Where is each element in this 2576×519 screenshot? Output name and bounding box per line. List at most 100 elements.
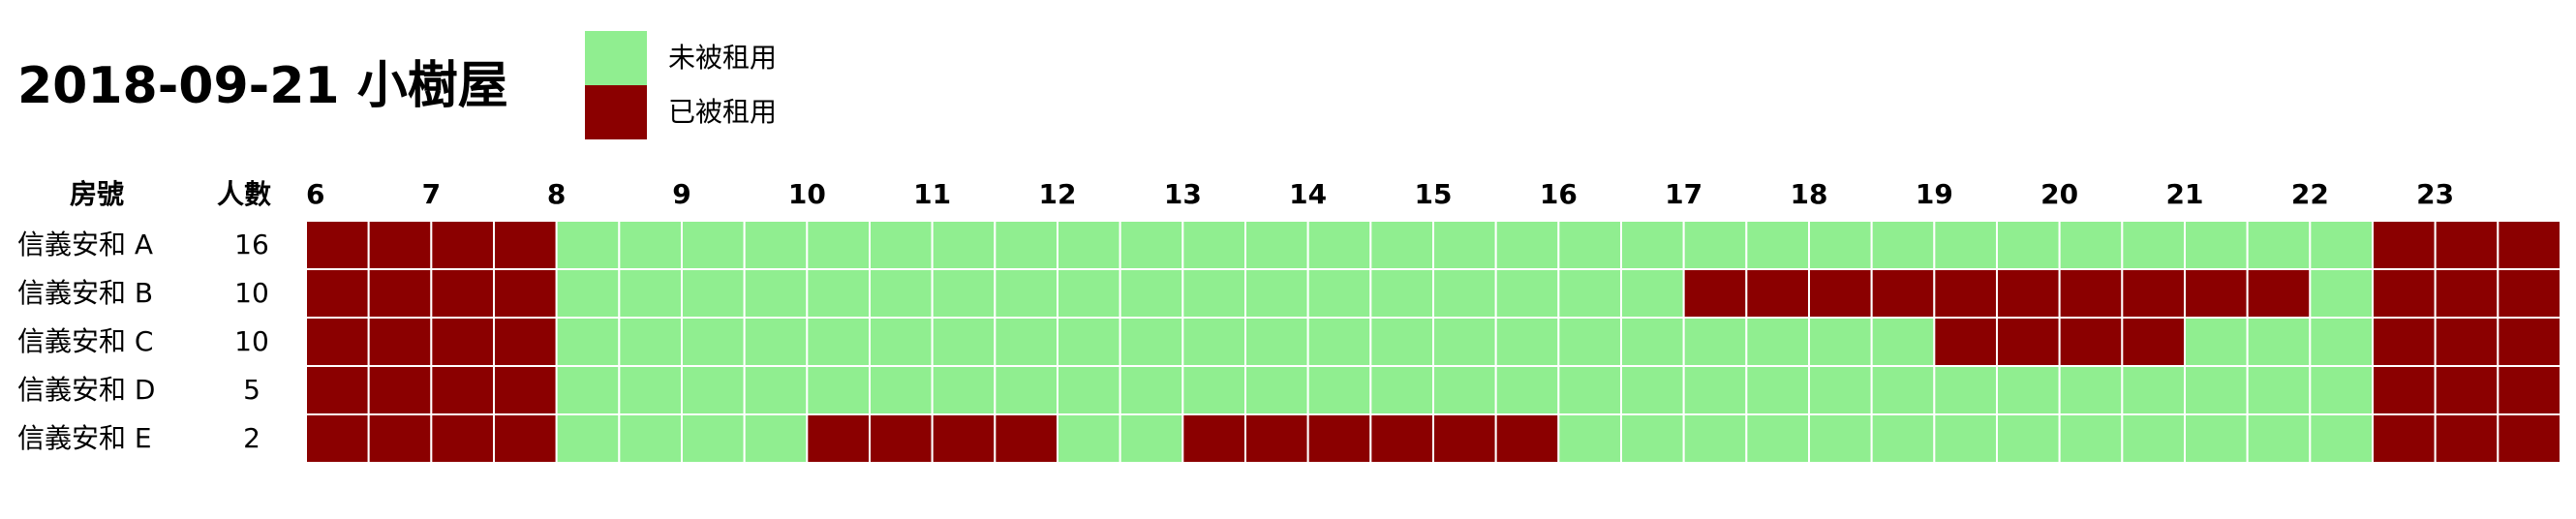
hour-tick-6: 6: [306, 178, 324, 210]
slot-available: [1432, 220, 1497, 270]
slot-available: [1369, 220, 1435, 270]
slot-available: [2309, 317, 2374, 367]
slot-booked: [1933, 268, 1999, 319]
slot-booked: [1933, 317, 1999, 367]
page-title: 2018-09-21 小樹屋: [17, 57, 508, 115]
slot-booked: [2497, 268, 2561, 319]
slot-available: [618, 268, 683, 319]
slot-booked: [2434, 220, 2499, 270]
slot-available: [2184, 365, 2249, 415]
slot-booked: [1682, 268, 1748, 319]
slot-available: [1244, 268, 1309, 319]
slot-booked: [806, 413, 871, 464]
slot-booked: [1996, 268, 2061, 319]
slot-available: [1620, 220, 1685, 270]
slot-booked: [305, 365, 370, 415]
slot-booked: [1745, 268, 1811, 319]
slot-booked: [2497, 365, 2561, 415]
slot-booked: [2434, 413, 2499, 464]
slot-booked: [2372, 365, 2437, 415]
slot-available: [1494, 317, 1560, 367]
slot-available: [869, 220, 934, 270]
slot-available: [1432, 317, 1497, 367]
hour-tick-22: 22: [2291, 178, 2329, 210]
slot-available: [1369, 365, 1435, 415]
slot-available: [1181, 220, 1247, 270]
slot-available: [618, 220, 683, 270]
room-name: 信義安和 B: [17, 277, 153, 309]
slot-booked: [2497, 317, 2561, 367]
room-name: 信義安和 A: [17, 229, 153, 260]
slot-available: [1620, 365, 1685, 415]
slot-available: [1557, 413, 1623, 464]
hour-tick-15: 15: [1415, 178, 1453, 210]
slot-booked: [430, 220, 496, 270]
slot-available: [1933, 413, 1999, 464]
slot-available: [806, 365, 871, 415]
slot-available: [1682, 365, 1748, 415]
slot-booked: [994, 413, 1059, 464]
slot-available: [994, 268, 1059, 319]
slot-booked: [305, 220, 370, 270]
slot-booked: [430, 317, 496, 367]
legend-swatch-available: [585, 31, 647, 85]
slot-available: [743, 413, 809, 464]
slot-available: [743, 317, 809, 367]
slot-booked: [2372, 317, 2437, 367]
slot-available: [1870, 317, 1936, 367]
hour-tick-17: 17: [1665, 178, 1702, 210]
slot-available: [1808, 317, 1873, 367]
slot-available: [2121, 220, 2186, 270]
slot-available: [1306, 220, 1372, 270]
slot-available: [1620, 317, 1685, 367]
slot-booked: [1494, 413, 1560, 464]
slot-available: [555, 220, 621, 270]
room-name: 信義安和 E: [17, 422, 152, 454]
slot-available: [1057, 268, 1121, 319]
slot-booked: [2434, 268, 2499, 319]
slot-available: [1808, 413, 1873, 464]
slot-available: [931, 317, 997, 367]
slot-available: [1933, 365, 1999, 415]
slot-available: [1745, 220, 1811, 270]
slot-available: [2121, 365, 2186, 415]
slot-booked: [305, 268, 370, 319]
slot-booked: [493, 220, 558, 270]
slot-available: [1870, 413, 1936, 464]
slot-booked: [305, 413, 370, 464]
header-room: 房號: [70, 178, 124, 210]
slot-booked: [367, 220, 433, 270]
slot-booked: [1432, 413, 1497, 464]
slot-available: [1808, 365, 1873, 415]
slot-available: [1244, 317, 1309, 367]
slot-available: [1119, 268, 1184, 319]
slot-available: [1494, 268, 1560, 319]
slot-available: [1870, 220, 1936, 270]
slot-available: [1557, 268, 1623, 319]
slot-available: [931, 365, 997, 415]
slot-available: [555, 365, 621, 415]
room-capacity: 10: [234, 277, 269, 309]
slot-booked: [367, 268, 433, 319]
slot-available: [1306, 268, 1372, 319]
slot-booked: [2246, 268, 2312, 319]
slot-booked: [493, 268, 558, 319]
slot-available: [1557, 220, 1623, 270]
slot-available: [1996, 220, 2061, 270]
slot-available: [1244, 220, 1309, 270]
slot-available: [743, 365, 809, 415]
hour-tick-11: 11: [913, 178, 951, 210]
slot-available: [1996, 365, 2061, 415]
slot-available: [555, 413, 621, 464]
slot-booked: [2121, 268, 2186, 319]
slot-available: [1933, 220, 1999, 270]
slot-booked: [2434, 365, 2499, 415]
slot-booked: [1181, 413, 1247, 464]
legend-swatch-booked: [585, 85, 647, 139]
slot-available: [2058, 413, 2124, 464]
slot-available: [1745, 413, 1811, 464]
slot-available: [1494, 365, 1560, 415]
slot-booked: [2372, 413, 2437, 464]
hour-tick-8: 8: [547, 178, 566, 210]
